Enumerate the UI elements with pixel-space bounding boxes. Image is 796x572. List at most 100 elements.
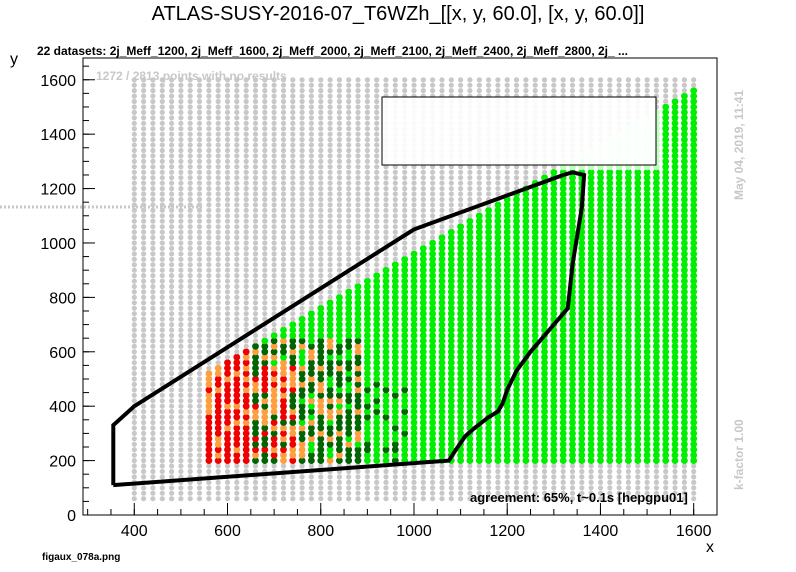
- scan-point: [671, 158, 679, 165]
- scan-point: [578, 440, 586, 448]
- scan-point: [206, 131, 212, 137]
- scan-point: [196, 109, 203, 115]
- scan-point: [354, 381, 362, 388]
- scan-point: [196, 131, 203, 137]
- scan-point: [169, 207, 175, 213]
- scan-point: [522, 228, 530, 236]
- scan-point: [261, 457, 269, 464]
- scan-point: [587, 446, 595, 454]
- scan-point: [391, 419, 399, 426]
- scan-point: [439, 169, 445, 175]
- scan-point: [522, 315, 530, 323]
- scan-point: [410, 294, 418, 301]
- scan-point: [355, 137, 361, 143]
- scan-point: [215, 169, 221, 175]
- scan-point: [466, 332, 474, 339]
- scan-point: [662, 391, 670, 399]
- scan-point: [569, 364, 576, 372]
- scan-point: [150, 153, 156, 159]
- scan-point: [531, 206, 539, 214]
- scan-point: [141, 289, 147, 295]
- scan-point: [178, 458, 184, 464]
- scan-point: [643, 430, 651, 437]
- scan-point: [439, 207, 445, 213]
- scan-point: [625, 457, 632, 464]
- scan-point: [495, 468, 501, 475]
- scan-point: [485, 402, 492, 410]
- scan-point: [475, 446, 483, 454]
- scan-point: [485, 440, 492, 448]
- scan-point: [298, 364, 306, 372]
- scan-point: [345, 386, 353, 394]
- scan-point: [308, 240, 314, 246]
- scan-point: [448, 224, 454, 230]
- scan-point: [336, 109, 342, 115]
- scan-point: [346, 131, 352, 137]
- scan-point: [336, 342, 343, 350]
- scan-point: [587, 223, 595, 231]
- scan-point: [326, 381, 334, 388]
- scan-point: [242, 364, 250, 372]
- scan-point: [373, 397, 381, 405]
- scan-point: [355, 126, 361, 132]
- scan-point: [662, 190, 670, 198]
- scan-point: [206, 311, 212, 317]
- scan-point: [196, 381, 203, 387]
- scan-point: [206, 175, 212, 181]
- scan-point: [169, 234, 175, 241]
- scan-point: [326, 430, 334, 437]
- scan-point: [531, 288, 539, 296]
- scan-point: [326, 348, 334, 356]
- scan-point: [448, 180, 454, 186]
- scan-point: [513, 337, 520, 345]
- scan-point: [643, 190, 651, 198]
- scan-point: [410, 250, 418, 258]
- scan-point: [662, 310, 670, 318]
- scan-point: [261, 397, 269, 405]
- scan-point: [671, 294, 679, 301]
- scan-point: [458, 175, 464, 181]
- scan-point: [494, 386, 502, 394]
- scan-point: [299, 104, 305, 110]
- scan-point: [681, 474, 688, 480]
- scan-point: [243, 115, 249, 121]
- scan-point: [653, 266, 660, 274]
- scan-point: [503, 234, 511, 241]
- scan-point: [419, 261, 427, 269]
- scan-point: [625, 174, 632, 182]
- scan-point: [410, 370, 418, 377]
- scan-point: [606, 457, 614, 464]
- scan-point: [373, 364, 381, 372]
- scan-point: [318, 98, 324, 105]
- scan-point: [401, 435, 409, 443]
- scan-point: [466, 217, 474, 225]
- scan-point: [290, 256, 296, 262]
- scan-point: [298, 353, 306, 361]
- scan-point: [346, 229, 352, 235]
- scan-point: [252, 164, 259, 170]
- scan-point: [569, 435, 576, 443]
- scan-point: [531, 310, 539, 318]
- scan-point: [411, 245, 417, 251]
- scan-point: [224, 305, 231, 311]
- scan-point: [559, 451, 567, 459]
- scan-point: [280, 326, 287, 334]
- scan-point: [644, 463, 650, 469]
- scan-point: [485, 294, 492, 301]
- scan-point: [169, 490, 175, 496]
- scan-point: [643, 288, 651, 296]
- scan-point: [159, 398, 165, 404]
- scan-point: [318, 218, 324, 224]
- scan-point: [475, 440, 483, 448]
- scan-point: [438, 451, 446, 459]
- scan-point: [531, 386, 539, 394]
- scan-point: [578, 304, 586, 312]
- scan-point: [187, 104, 193, 110]
- scan-point: [373, 408, 381, 415]
- scan-point: [243, 289, 249, 295]
- scan-point: [411, 485, 417, 491]
- scan-point: [196, 398, 203, 404]
- scan-point: [355, 131, 361, 137]
- scan-point: [141, 283, 147, 290]
- scan-point: [196, 213, 203, 219]
